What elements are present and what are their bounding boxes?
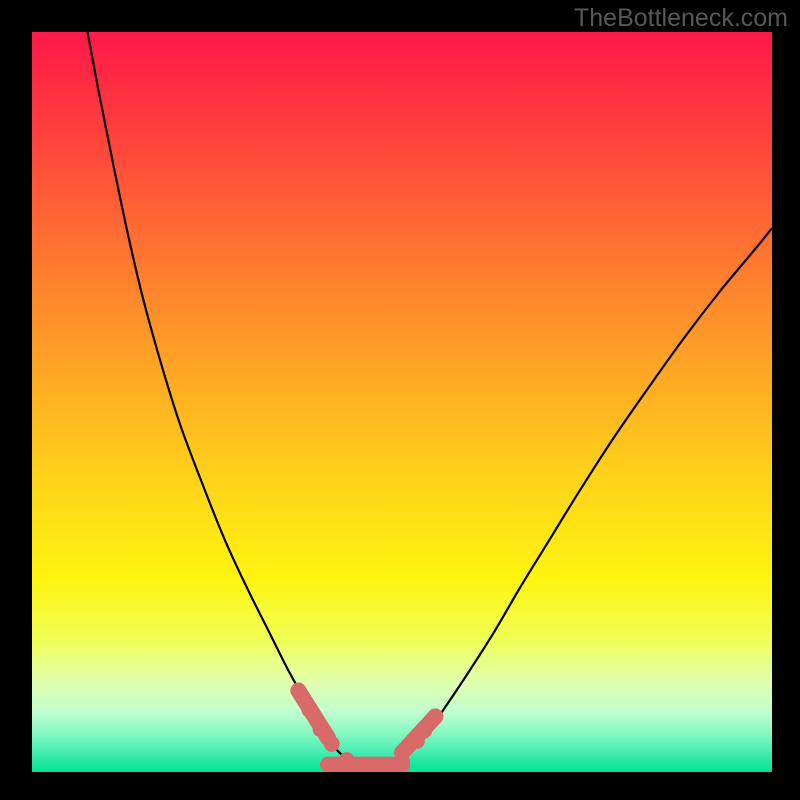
valley-marker bbox=[290, 683, 306, 699]
bottleneck-chart bbox=[32, 32, 772, 772]
valley-marker bbox=[302, 702, 318, 718]
valley-marker bbox=[416, 723, 432, 739]
watermark-text: TheBottleneck.com bbox=[574, 4, 788, 33]
valley-marker bbox=[339, 752, 355, 768]
valley-marker bbox=[324, 736, 340, 752]
chart-background bbox=[32, 32, 772, 772]
valley-marker bbox=[394, 754, 410, 770]
valley-marker bbox=[427, 709, 443, 725]
valley-marker bbox=[313, 721, 329, 737]
